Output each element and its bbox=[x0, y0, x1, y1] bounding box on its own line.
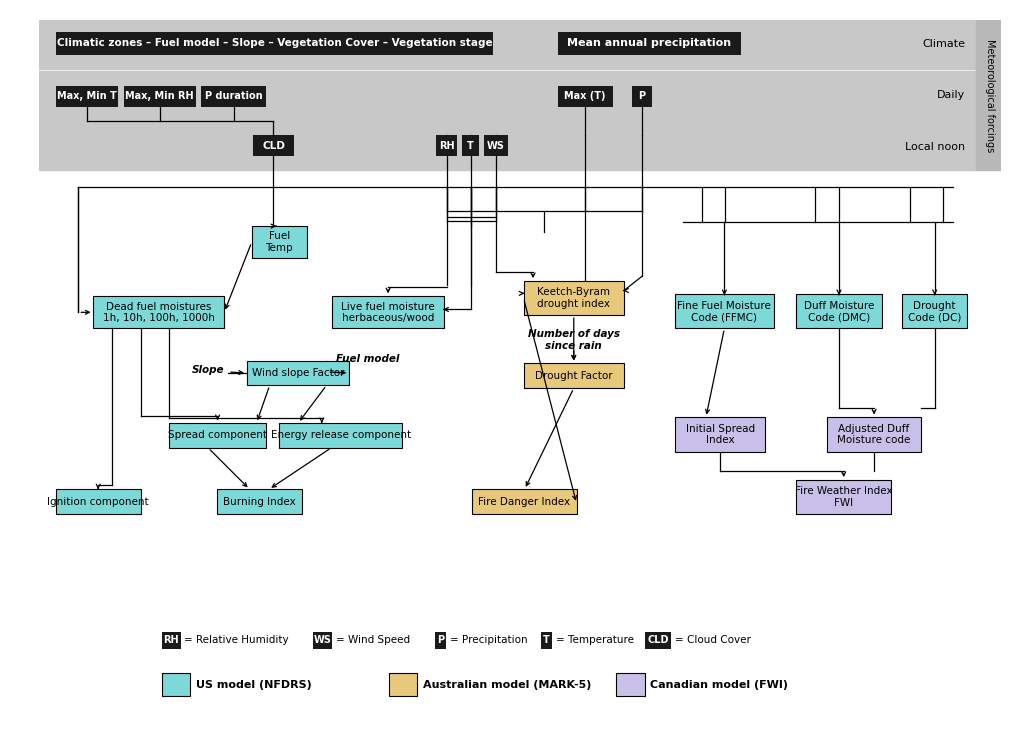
Text: Number of days
since rain: Number of days since rain bbox=[527, 329, 620, 350]
Text: Initial Spread
Index: Initial Spread Index bbox=[686, 424, 755, 446]
Text: Keetch-Byram
drought index: Keetch-Byram drought index bbox=[537, 287, 611, 309]
Text: Australian model (MARK-5): Australian model (MARK-5) bbox=[423, 679, 591, 690]
Text: WS: WS bbox=[314, 635, 331, 645]
Text: Duff Moisture
Code (DMC): Duff Moisture Code (DMC) bbox=[804, 301, 874, 322]
Text: Dead fuel moistures
1h, 10h, 100h, 1000h: Dead fuel moistures 1h, 10h, 100h, 1000h bbox=[103, 301, 214, 323]
Text: Slope: Slope bbox=[192, 365, 225, 375]
FancyBboxPatch shape bbox=[253, 135, 295, 156]
Text: T: T bbox=[543, 635, 550, 645]
Text: P: P bbox=[638, 92, 645, 101]
Text: Canadian model (FWI): Canadian model (FWI) bbox=[650, 679, 788, 690]
Text: Mean annual precipitation: Mean annual precipitation bbox=[568, 38, 732, 48]
FancyBboxPatch shape bbox=[56, 490, 141, 514]
FancyBboxPatch shape bbox=[56, 32, 493, 54]
FancyBboxPatch shape bbox=[279, 423, 402, 448]
FancyBboxPatch shape bbox=[93, 296, 225, 328]
Text: WS: WS bbox=[487, 141, 505, 150]
Bar bbox=[39, 121, 976, 170]
Text: CLD: CLD bbox=[647, 635, 669, 645]
Bar bbox=[39, 71, 976, 120]
Text: CLD: CLD bbox=[262, 141, 284, 150]
Text: RH: RH bbox=[439, 141, 454, 150]
Text: US model (NFDRS): US model (NFDRS) bbox=[196, 679, 312, 690]
FancyBboxPatch shape bbox=[558, 32, 742, 54]
Text: Meteorological forcings: Meteorological forcings bbox=[985, 39, 995, 152]
Text: = Precipitation: = Precipitation bbox=[450, 635, 527, 645]
Text: Live fuel moisture
herbaceous/wood: Live fuel moisture herbaceous/wood bbox=[341, 301, 435, 323]
Text: P: P bbox=[437, 635, 444, 645]
FancyBboxPatch shape bbox=[216, 490, 302, 514]
FancyBboxPatch shape bbox=[124, 86, 196, 106]
FancyBboxPatch shape bbox=[332, 296, 444, 328]
FancyBboxPatch shape bbox=[797, 295, 882, 328]
Text: Fire Weather Index
FWI: Fire Weather Index FWI bbox=[795, 487, 893, 508]
FancyBboxPatch shape bbox=[435, 632, 446, 649]
FancyBboxPatch shape bbox=[56, 86, 118, 106]
Text: = Cloud Cover: = Cloud Cover bbox=[675, 635, 751, 645]
Text: Fuel model: Fuel model bbox=[336, 353, 399, 364]
FancyBboxPatch shape bbox=[201, 86, 266, 106]
Text: Adjusted Duff
Moisture code: Adjusted Duff Moisture code bbox=[837, 424, 910, 446]
Text: T: T bbox=[467, 141, 473, 150]
Text: Max, Min T: Max, Min T bbox=[57, 92, 117, 101]
Text: Climatic zones – Fuel model – Slope – Vegetation Cover – Vegetation stage: Climatic zones – Fuel model – Slope – Ve… bbox=[57, 38, 492, 48]
FancyBboxPatch shape bbox=[472, 490, 577, 514]
FancyBboxPatch shape bbox=[484, 135, 508, 156]
Text: Fuel
Temp: Fuel Temp bbox=[265, 231, 293, 253]
FancyBboxPatch shape bbox=[462, 135, 479, 156]
Bar bbox=[976, 19, 1001, 170]
Text: Burning Index: Burning Index bbox=[223, 497, 296, 507]
Text: = Relative Humidity: = Relative Humidity bbox=[185, 635, 289, 645]
FancyBboxPatch shape bbox=[523, 364, 624, 388]
Text: Local noon: Local noon bbox=[905, 141, 965, 152]
FancyBboxPatch shape bbox=[437, 135, 457, 156]
FancyBboxPatch shape bbox=[675, 295, 773, 328]
FancyBboxPatch shape bbox=[247, 361, 350, 385]
FancyBboxPatch shape bbox=[523, 281, 624, 315]
FancyBboxPatch shape bbox=[313, 632, 332, 649]
Text: Climate: Climate bbox=[922, 39, 965, 49]
FancyBboxPatch shape bbox=[902, 295, 967, 328]
Bar bbox=[39, 19, 976, 69]
FancyBboxPatch shape bbox=[827, 417, 922, 452]
FancyBboxPatch shape bbox=[675, 417, 765, 452]
Bar bbox=[162, 673, 190, 696]
Text: Spread component: Spread component bbox=[168, 431, 267, 440]
FancyBboxPatch shape bbox=[558, 86, 613, 106]
Bar bbox=[617, 673, 645, 696]
FancyBboxPatch shape bbox=[541, 632, 552, 649]
Text: RH: RH bbox=[164, 635, 179, 645]
Text: Max, Min RH: Max, Min RH bbox=[126, 92, 194, 101]
Text: = Temperature: = Temperature bbox=[556, 635, 634, 645]
Text: Fire Danger Index: Fire Danger Index bbox=[479, 497, 571, 507]
FancyBboxPatch shape bbox=[170, 423, 266, 448]
Bar bbox=[389, 673, 418, 696]
Text: Drought
Code (DC): Drought Code (DC) bbox=[908, 301, 961, 322]
Text: = Wind Speed: = Wind Speed bbox=[336, 635, 410, 645]
Text: Energy release component: Energy release component bbox=[270, 431, 410, 440]
Text: Daily: Daily bbox=[937, 90, 965, 100]
FancyBboxPatch shape bbox=[632, 86, 652, 106]
Text: Max (T): Max (T) bbox=[564, 92, 606, 101]
FancyBboxPatch shape bbox=[162, 632, 181, 649]
FancyBboxPatch shape bbox=[797, 480, 891, 514]
FancyBboxPatch shape bbox=[645, 632, 672, 649]
FancyBboxPatch shape bbox=[252, 226, 307, 258]
Text: Drought Factor: Drought Factor bbox=[535, 371, 613, 381]
Text: Fine Fuel Moisture
Code (FFMC): Fine Fuel Moisture Code (FFMC) bbox=[678, 301, 771, 322]
Text: P duration: P duration bbox=[205, 92, 262, 101]
Text: Wind slope Factor: Wind slope Factor bbox=[252, 368, 344, 378]
Text: Ignition component: Ignition component bbox=[48, 497, 149, 507]
